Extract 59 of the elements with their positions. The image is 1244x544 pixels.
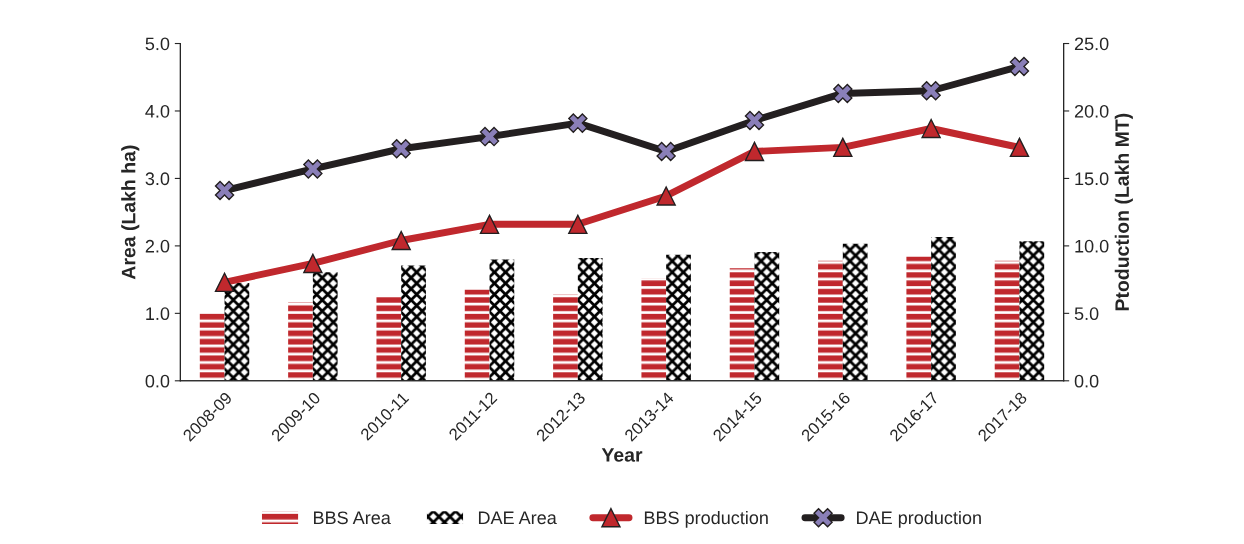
legend-label: BBS Area bbox=[314, 511, 391, 525]
point bbox=[303, 253, 323, 274]
y-tick-label: 1.0 bbox=[146, 307, 170, 321]
bar bbox=[729, 268, 755, 381]
bar bbox=[994, 260, 1020, 381]
bar bbox=[553, 294, 578, 381]
legend-label: DAE production bbox=[857, 510, 981, 528]
bar bbox=[489, 259, 515, 381]
bar bbox=[641, 278, 667, 381]
y2-tick-label: 20.0 bbox=[1074, 104, 1109, 118]
point bbox=[833, 137, 853, 158]
point bbox=[391, 139, 411, 159]
bar bbox=[376, 295, 402, 381]
point bbox=[214, 180, 235, 201]
point bbox=[479, 126, 500, 147]
point bbox=[833, 83, 853, 104]
y2-axis-title: Ptoduction (Lakh MT) bbox=[1114, 113, 1133, 311]
point bbox=[303, 159, 323, 179]
y2-tick-label: 10.0 bbox=[1075, 239, 1109, 253]
bar bbox=[666, 254, 691, 381]
bar bbox=[906, 256, 932, 381]
bar bbox=[1019, 241, 1045, 381]
bar bbox=[401, 265, 426, 381]
point bbox=[568, 214, 588, 235]
point bbox=[1009, 137, 1030, 158]
point bbox=[391, 230, 411, 251]
y2-tick-label: 5.0 bbox=[1074, 307, 1099, 321]
y-tick-label: 2.0 bbox=[145, 239, 170, 253]
bar bbox=[577, 258, 603, 381]
y-tick-label: 5.0 bbox=[145, 37, 170, 51]
y2-tick-label: 0.0 bbox=[1074, 374, 1099, 388]
bar bbox=[842, 243, 868, 381]
point bbox=[214, 272, 235, 293]
y2-tick-label: 15.0 bbox=[1075, 172, 1109, 186]
bar bbox=[199, 311, 225, 381]
point bbox=[1009, 56, 1030, 77]
y2-tick-label: 25.0 bbox=[1074, 37, 1109, 51]
legend-label: DAE Area bbox=[478, 511, 557, 525]
bar bbox=[818, 260, 843, 381]
bar bbox=[464, 289, 490, 381]
bar bbox=[754, 251, 780, 381]
bar bbox=[224, 282, 250, 381]
point bbox=[744, 110, 765, 131]
point bbox=[568, 113, 588, 133]
point bbox=[479, 214, 500, 235]
point bbox=[744, 141, 765, 162]
point bbox=[656, 141, 676, 162]
y-tick-label: 3.0 bbox=[145, 172, 170, 186]
point bbox=[921, 81, 941, 101]
y-tick-label: 4.0 bbox=[145, 104, 170, 118]
bar bbox=[288, 302, 313, 381]
bar bbox=[312, 272, 338, 381]
bar bbox=[931, 237, 956, 381]
point bbox=[656, 186, 676, 206]
y-axis-title: Area (Lakh ha) bbox=[121, 145, 140, 280]
x-axis-title: Year bbox=[601, 448, 643, 462]
point bbox=[921, 118, 941, 139]
y-tick-label: 0.0 bbox=[145, 374, 170, 388]
legend-label: BBS production bbox=[644, 510, 768, 528]
